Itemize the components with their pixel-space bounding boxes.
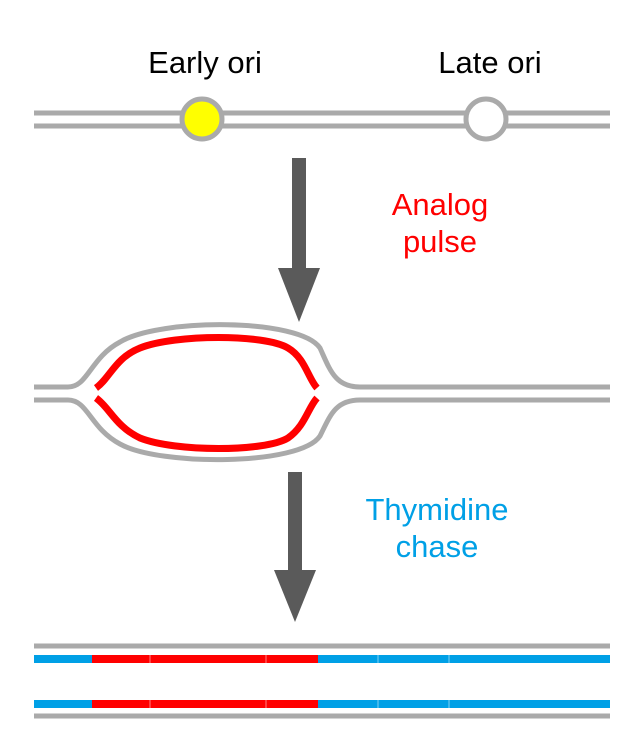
segment-ticks — [149, 700, 450, 708]
early-ori-label: Early ori — [148, 45, 262, 80]
nascent-strand-top-analog — [93, 334, 320, 391]
arrow-shaft — [292, 158, 306, 268]
arrow-pulse-step — [278, 158, 320, 322]
segment-ticks — [149, 655, 450, 663]
nascent-strand-bottom-analog — [93, 395, 320, 452]
early-origin-marker — [179, 96, 225, 142]
chase-label-line2: chase — [396, 529, 479, 564]
arrow-down-icon — [278, 268, 320, 322]
stage-unreplicated: Early ori Late ori — [34, 45, 610, 142]
daughter-duplex-bottom — [34, 700, 610, 719]
parental-strand-bottom — [34, 397, 610, 463]
pulse-label-line2: pulse — [403, 224, 477, 259]
arrow-chase-step — [274, 472, 316, 622]
stage-daughter-duplexes — [34, 643, 610, 719]
parental-strand-top — [34, 322, 610, 390]
late-ori-label: Late ori — [438, 45, 541, 80]
stage-replication-bubble — [34, 322, 610, 463]
arrow-down-icon — [274, 570, 316, 622]
arrow-shaft — [288, 472, 302, 572]
late-origin-marker — [463, 96, 509, 142]
chase-label-line1: Thymidine — [366, 492, 509, 527]
pulse-label-line1: Analog — [392, 187, 489, 222]
daughter-duplex-top — [34, 643, 610, 663]
